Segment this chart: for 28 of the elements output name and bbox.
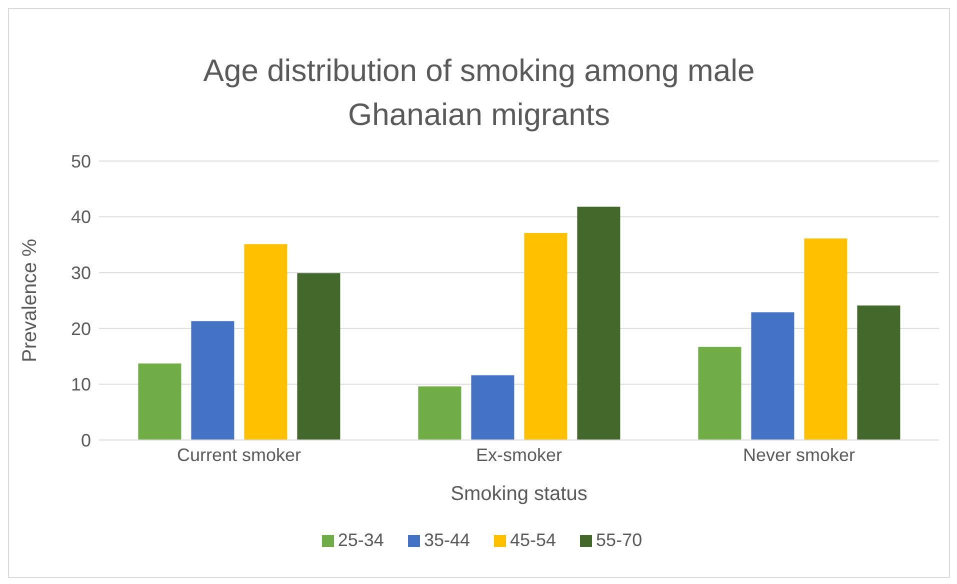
- bar: [244, 244, 288, 440]
- x-tick-label: Current smoker: [176, 444, 302, 465]
- legend-label: 35-44: [424, 530, 470, 550]
- y-tick-label: 30: [70, 262, 91, 283]
- legend-label: 55-70: [596, 530, 642, 550]
- legend-label: 25-34: [338, 530, 384, 550]
- bar: [191, 321, 234, 440]
- bar: [418, 386, 462, 440]
- chart-title: Age distribution of smoking among male Ghanaian migrants: [202, 52, 756, 134]
- bar: [751, 312, 794, 440]
- bar: [524, 232, 568, 440]
- y-tick-label: 10: [70, 374, 91, 395]
- bar: [857, 306, 900, 440]
- y-tick-label: 50: [70, 151, 91, 172]
- bar: [804, 238, 848, 440]
- y-tick-label: 20: [70, 318, 91, 339]
- bar: [471, 375, 514, 440]
- y-axis-title: Prevalence %: [19, 238, 42, 362]
- y-tick-label: 40: [70, 207, 91, 228]
- x-tick-label: Ex-smoker: [476, 444, 562, 465]
- x-tick-label: Never smoker: [742, 444, 856, 465]
- x-axis-title: Smoking status: [450, 483, 588, 505]
- y-tick-label: 0: [80, 430, 91, 450]
- bar: [297, 273, 340, 440]
- bar: [138, 364, 182, 440]
- bar: [577, 206, 620, 440]
- legend-label: 45-54: [510, 530, 556, 550]
- bar: [698, 346, 742, 440]
